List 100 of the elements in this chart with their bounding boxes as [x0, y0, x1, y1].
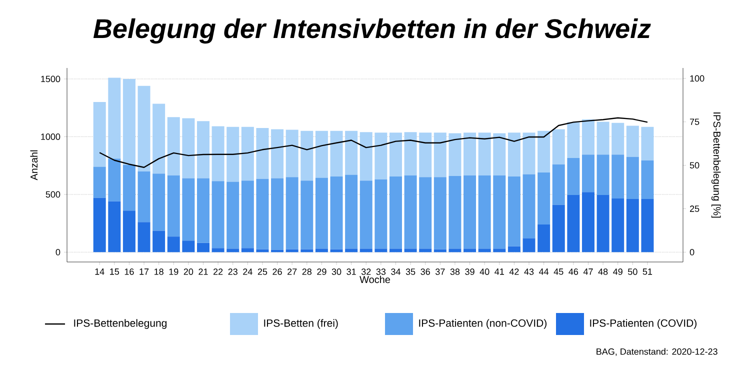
line-series [98, 117, 648, 168]
bar [286, 177, 298, 250]
bar [552, 164, 565, 205]
bar [108, 201, 121, 252]
bar [167, 117, 180, 176]
bar [404, 248, 417, 252]
legend-label: IPS-Bettenbelegung [74, 319, 167, 329]
x-tick-label: 43 [524, 268, 534, 275]
bar [478, 175, 491, 249]
x-tick-label: 16 [124, 268, 134, 275]
bar [152, 230, 166, 252]
bar [464, 175, 476, 249]
bar [448, 248, 462, 252]
bar [108, 78, 121, 159]
bar [241, 248, 254, 252]
y-tick-label: 1000 [41, 134, 60, 140]
y-axis-title: Anzahl [30, 150, 38, 180]
bar [182, 240, 195, 252]
y2-tick-label: 0 [690, 248, 694, 256]
bar [152, 104, 166, 174]
bar [419, 248, 432, 252]
x-tick-label: 27 [288, 268, 297, 275]
bar [315, 130, 328, 178]
y-tick-label: 0 [56, 248, 60, 256]
bar [552, 129, 565, 164]
bar [196, 178, 210, 243]
legend-label: IPS-Betten (frei) [264, 319, 338, 329]
bar [612, 154, 624, 198]
bar [641, 160, 654, 200]
bar [226, 248, 240, 252]
bar [522, 132, 536, 174]
x-tick-label: 34 [391, 268, 400, 275]
bar [538, 130, 550, 172]
bar [93, 102, 106, 167]
x-tick-label: 37 [436, 268, 445, 275]
bar [434, 132, 446, 178]
bar [538, 224, 550, 252]
bar [626, 126, 639, 157]
bar [345, 174, 358, 249]
bar [389, 176, 402, 249]
bar [626, 199, 639, 252]
x-tick-label: 36 [420, 268, 430, 275]
x-tick-label: 19 [169, 268, 178, 275]
bar [93, 198, 106, 252]
bar [538, 172, 550, 224]
legend-label: IPS-Patienten (non-COVID) [419, 319, 546, 329]
bar [493, 248, 506, 252]
bar [389, 132, 402, 177]
bar [108, 158, 121, 202]
bar [582, 192, 594, 252]
bar [315, 178, 328, 249]
bar [345, 248, 358, 252]
x-tick-label: 29 [317, 268, 326, 275]
x-tick-label: 48 [598, 268, 608, 275]
bar [612, 198, 624, 252]
x-tick-label: 21 [198, 268, 208, 275]
bar [138, 86, 150, 172]
bar [138, 171, 150, 222]
bar [122, 164, 136, 211]
bar [212, 181, 224, 248]
x-tick-label: 46 [568, 268, 578, 275]
x-tick-label: 51 [642, 268, 652, 275]
bar [241, 180, 254, 248]
bar [300, 130, 314, 181]
bar [596, 195, 610, 252]
bar [256, 178, 269, 250]
x-tick-label: 33 [376, 268, 386, 275]
bar [404, 175, 417, 249]
bar [182, 178, 195, 241]
x-tick-label: 17 [140, 268, 149, 275]
x-tick-label: 25 [258, 268, 268, 275]
bar [138, 222, 150, 252]
x-tick-label: 41 [494, 268, 504, 275]
bar [167, 175, 180, 237]
x-tick-label: 15 [110, 268, 120, 275]
bar [122, 210, 136, 252]
bar [567, 122, 580, 158]
y2-axis-title: IPS-Bettenbelegung [%] [711, 112, 721, 218]
x-tick-label: 40 [480, 268, 490, 275]
bar [448, 176, 462, 249]
x-tick-label: 32 [361, 268, 371, 275]
bar [567, 195, 580, 252]
bar [226, 182, 240, 249]
y2-tick-label: 100 [690, 75, 704, 82]
x-tick-label: 39 [465, 268, 474, 275]
bar [522, 238, 536, 252]
bar [508, 246, 520, 252]
chart-title: Belegung der Intensivbetten in der Schweiz [93, 18, 651, 44]
x-tick-label: 26 [272, 268, 282, 275]
x-tick-label: 28 [302, 268, 312, 275]
bar [596, 122, 610, 155]
bar [93, 166, 106, 198]
x-tick-label: 18 [154, 268, 164, 275]
x-tick-label: 24 [243, 268, 252, 275]
bar [212, 248, 224, 252]
bar [330, 176, 343, 250]
bar [419, 132, 432, 178]
bar [478, 132, 491, 176]
x-tick-label: 44 [539, 268, 549, 275]
x-tick-label: 23 [228, 268, 238, 275]
